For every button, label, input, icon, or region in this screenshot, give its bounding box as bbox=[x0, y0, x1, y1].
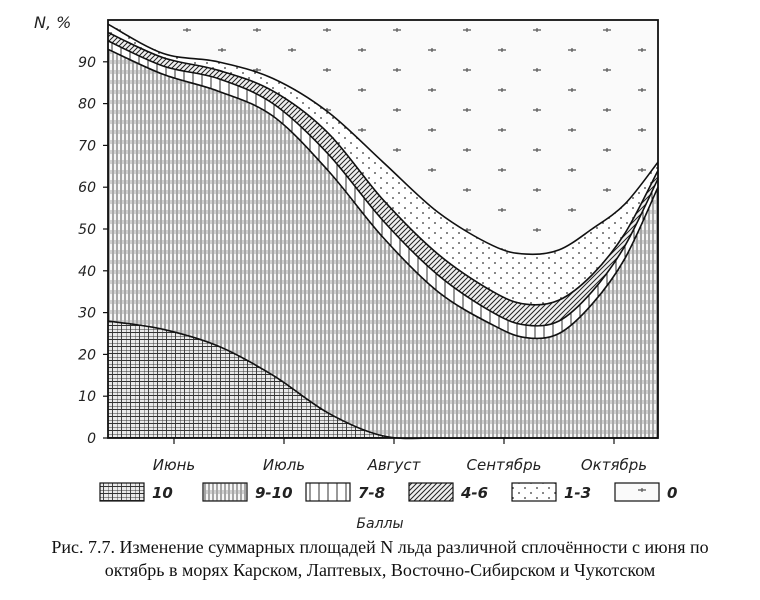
area-4-6 bbox=[108, 32, 658, 326]
y-tick-label: 60 bbox=[78, 180, 96, 196]
x-tick-label: Июль bbox=[263, 456, 305, 474]
legend-item-4-6: 4-6 bbox=[408, 482, 488, 502]
legend-swatch bbox=[305, 482, 351, 502]
caption-line-1: Рис. 7.7. Изменение суммарных площадей N… bbox=[51, 537, 709, 557]
y-tick-label: 40 bbox=[78, 264, 96, 280]
legend-item-9-10: 9-10 bbox=[202, 482, 293, 502]
x-tick-label: Июнь bbox=[153, 456, 196, 474]
boundary-line-9-10 bbox=[107, 48, 659, 340]
legend-label: 10 bbox=[152, 484, 173, 502]
y-tick-label: 10 bbox=[78, 389, 96, 405]
legend-item-0: 0 bbox=[614, 482, 677, 502]
ice-area-chart: 0 10 20 30 40 50 60 70 80 90 Июнь Июль Август Сентяб… bbox=[34, 13, 677, 532]
legend-label: 0 bbox=[667, 484, 677, 502]
area-0 bbox=[108, 20, 658, 255]
boundary-line-4-6 bbox=[107, 31, 659, 306]
legend-swatch bbox=[202, 482, 248, 502]
area-1-3 bbox=[108, 24, 658, 305]
y-axis-label: N, % bbox=[34, 13, 71, 32]
legend-label: 1-3 bbox=[564, 484, 591, 502]
y-tick-label: 70 bbox=[78, 138, 96, 154]
legend-label: 4-6 bbox=[460, 484, 488, 502]
y-tick-label: 30 bbox=[78, 306, 96, 322]
figure-caption: Рис. 7.7. Изменение суммарных площадей N… bbox=[0, 536, 760, 582]
legend-item-7-8: 7-8 bbox=[305, 482, 385, 502]
y-tick-label: 80 bbox=[78, 97, 96, 113]
legend-swatch bbox=[99, 482, 145, 502]
legend-label: 7-8 bbox=[358, 484, 385, 502]
x-tick-label: Август bbox=[367, 456, 422, 474]
legend-label: 9-10 bbox=[255, 484, 293, 502]
x-axis: Июнь Июль Август Сентябрь Октябрь bbox=[153, 438, 647, 474]
y-axis: 0 10 20 30 40 50 60 70 80 90 bbox=[78, 55, 108, 447]
caption-line-2: октябрь в морях Карском, Лаптевых, Восто… bbox=[104, 560, 656, 580]
chart-areas bbox=[107, 20, 659, 440]
boundary-line-7-8 bbox=[107, 40, 659, 327]
x-tick-label: Октябрь bbox=[581, 456, 647, 474]
x-tick-label: Сентябрь bbox=[467, 456, 542, 474]
legend-title: Баллы bbox=[356, 516, 403, 532]
y-tick-label: 90 bbox=[78, 55, 96, 71]
legend: 10 9-10 7-8 4-6 1-3 0 bbox=[99, 482, 677, 502]
y-tick-label: 50 bbox=[78, 222, 96, 238]
legend-item-1-3: 1-3 bbox=[511, 482, 591, 502]
boundary-line-1-3 bbox=[107, 23, 659, 256]
area-10 bbox=[108, 321, 658, 439]
legend-swatch bbox=[511, 482, 557, 502]
legend-swatch bbox=[614, 482, 660, 502]
y-tick-label: 0 bbox=[87, 431, 96, 447]
y-tick-label: 20 bbox=[78, 347, 96, 363]
legend-swatch bbox=[408, 482, 454, 502]
area-9-10 bbox=[108, 49, 658, 439]
area-7-8 bbox=[108, 40, 658, 339]
legend-item-10: 10 bbox=[99, 482, 173, 502]
